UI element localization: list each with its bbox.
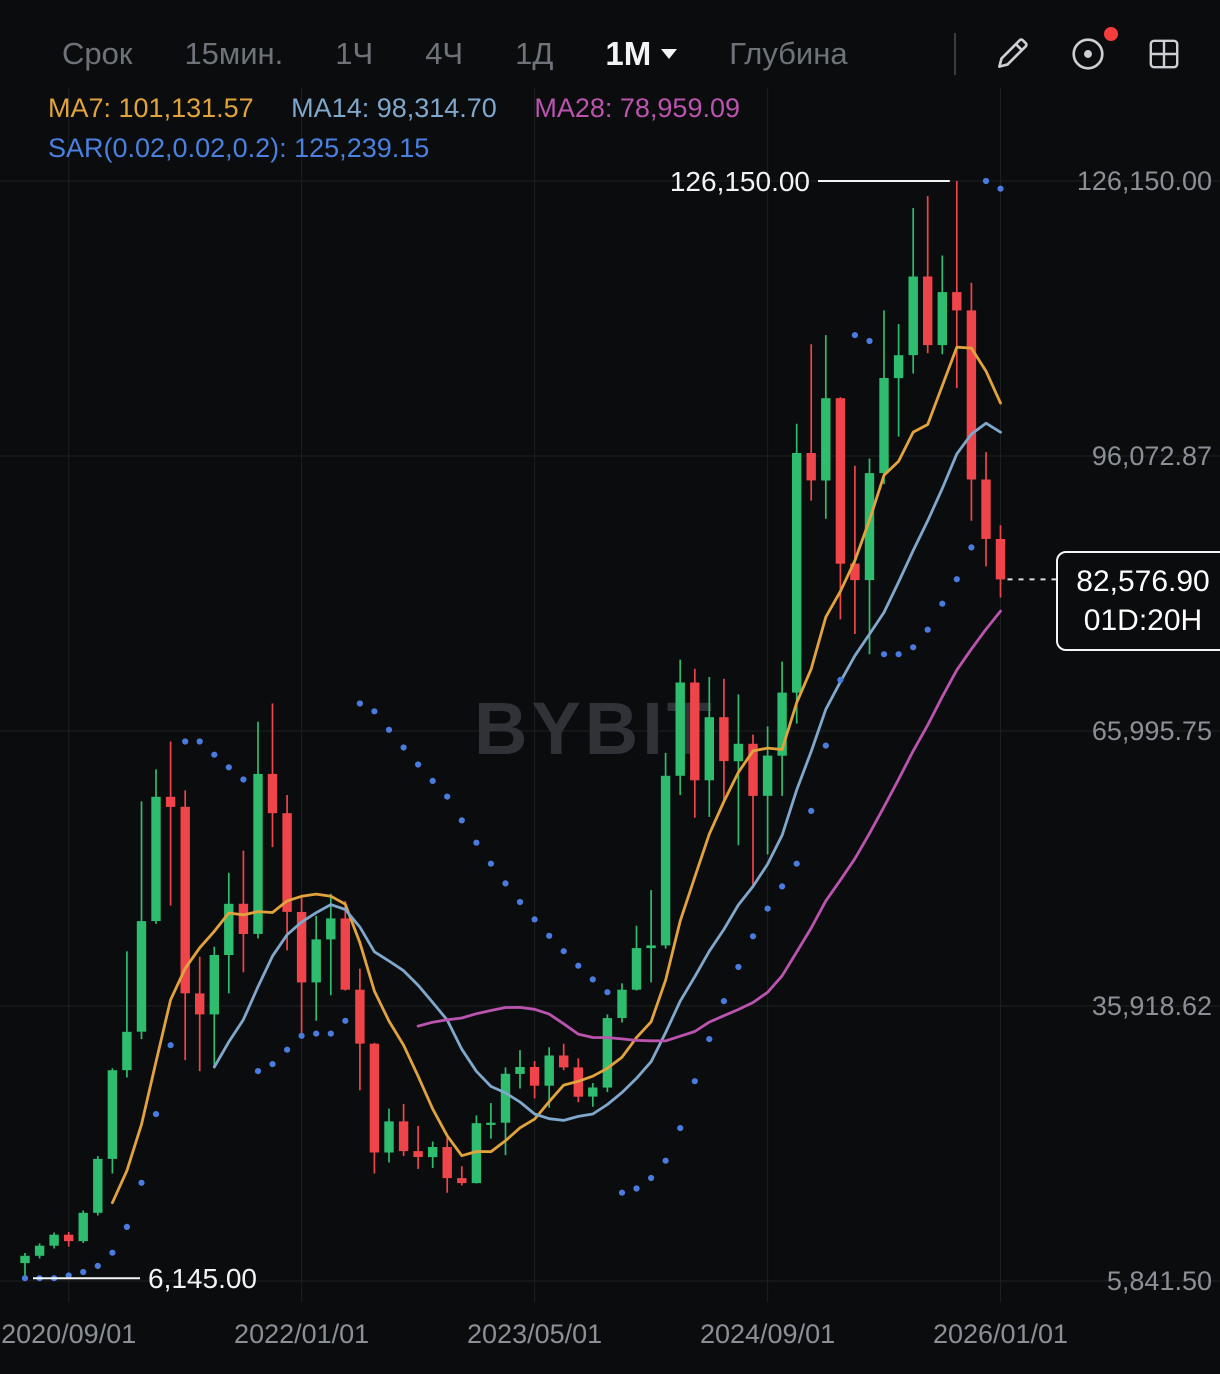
ma28-value: MA28: 78,959.09 (534, 93, 740, 123)
chart-toolbar: Срок 15мин. 1Ч 4Ч 1Д 1M Глубина (0, 26, 1220, 82)
depth-tab[interactable]: Глубина (729, 36, 848, 71)
price-axis-label: 35,918.62 (1091, 991, 1212, 1021)
sar-value: SAR(0.02,0.02,0.2): 125,239.15 (48, 133, 430, 163)
price-axis-label: 126,150.00 (1076, 166, 1212, 196)
last-price-value: 82,576.90 (1076, 565, 1210, 599)
last-price-tag: 82,576.90 01D:20H (1056, 551, 1220, 652)
time-axis-label: 2024/09/01 (699, 1319, 836, 1349)
timeframe-1h[interactable]: 1Ч (335, 36, 374, 71)
timeframe-1m-label: 1M (605, 35, 652, 72)
price-axis-label: 96,072.87 (1091, 441, 1212, 471)
time-axis-label: 2020/09/01 (1, 1319, 137, 1349)
notification-dot (1104, 27, 1118, 41)
ma14-value: MA14: 98,314.70 (291, 93, 497, 123)
timeframe-1m-selected[interactable]: 1M (605, 35, 678, 73)
toolbar-icon-group (954, 27, 1186, 76)
grid-layout-button[interactable] (1142, 32, 1186, 76)
ma-readout-row: MA7: 101,131.57 MA14: 98,314.70 MA28: 78… (48, 88, 770, 128)
time-axis-label: 2026/01/01 (932, 1319, 1069, 1349)
candle-countdown: 01D:20H (1083, 604, 1203, 638)
indicator-readout: MA7: 101,131.57 MA14: 98,314.70 MA28: 78… (48, 88, 770, 168)
indicator-settings-button[interactable] (1066, 27, 1118, 76)
target-icon (1072, 38, 1104, 70)
timeframe-1d[interactable]: 1Д (515, 36, 554, 71)
grid-icon (1149, 39, 1179, 69)
price-axis-label: 5,841.50 (1106, 1266, 1212, 1296)
price-axis-label: 65,995.75 (1091, 716, 1212, 746)
sar-readout-row: SAR(0.02,0.02,0.2): 125,239.15 (48, 128, 770, 168)
time-axis-label: 2023/05/01 (467, 1319, 603, 1349)
timeframe-15min[interactable]: 15мин. (184, 36, 284, 71)
svg-text:126,150.00: 126,150.00 (670, 166, 810, 197)
svg-text:6,145.00: 6,145.00 (148, 1263, 257, 1294)
time-axis-label: 2022/01/01 (234, 1319, 370, 1349)
timeframe-4h[interactable]: 4Ч (425, 36, 464, 71)
draw-tool-button[interactable] (990, 32, 1034, 76)
toolbar-period-label[interactable]: Срок (62, 36, 133, 71)
toolbar-divider (954, 33, 956, 75)
ma7-value: MA7: 101,131.57 (48, 93, 254, 123)
pencil-icon (998, 38, 1028, 68)
chevron-down-icon (661, 49, 678, 59)
svg-text:BYBIT: BYBIT (474, 687, 716, 770)
